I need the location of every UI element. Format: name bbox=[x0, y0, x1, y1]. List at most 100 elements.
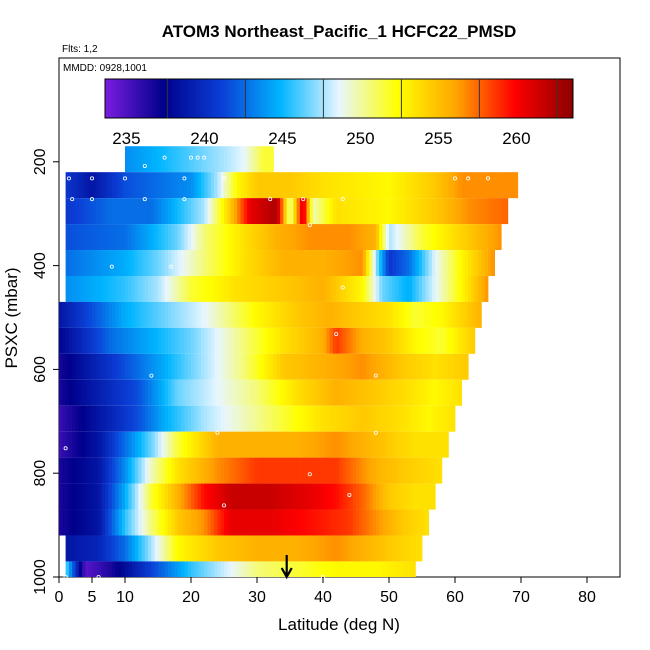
heatmap-cell bbox=[435, 405, 439, 432]
heatmap-cell bbox=[319, 172, 324, 199]
heatmap-cell bbox=[385, 483, 390, 510]
heatmap-cell bbox=[412, 327, 416, 354]
heatmap-cell bbox=[438, 224, 443, 251]
heatmap-cell bbox=[240, 379, 245, 406]
heatmap-cell bbox=[369, 535, 373, 562]
heatmap-cell bbox=[323, 483, 327, 510]
heatmap-cell bbox=[293, 483, 297, 510]
heatmap-cell bbox=[422, 509, 426, 536]
heatmap-cell bbox=[398, 405, 403, 432]
heatmap-cell bbox=[448, 275, 453, 302]
heatmap-cell bbox=[59, 405, 63, 432]
heatmap-cell bbox=[309, 198, 314, 225]
heatmap-cell bbox=[332, 561, 337, 577]
heatmap-cell bbox=[398, 250, 403, 276]
heatmap-cell bbox=[144, 146, 149, 173]
heatmap-cell bbox=[108, 483, 113, 510]
heatmap-row bbox=[59, 457, 443, 484]
heatmap-cell bbox=[210, 275, 215, 302]
heatmap-cell bbox=[349, 535, 354, 562]
heatmap-row bbox=[65, 535, 423, 562]
heatmap-cell bbox=[237, 198, 241, 225]
heatmap-cell bbox=[309, 457, 314, 484]
heatmap-cell bbox=[464, 172, 469, 199]
heatmap-cell bbox=[422, 353, 426, 380]
heatmap-cell bbox=[210, 561, 215, 577]
heatmap-cell bbox=[309, 431, 314, 458]
heatmap-cell bbox=[220, 275, 225, 302]
heatmap-cell bbox=[263, 535, 268, 562]
heatmap-cell bbox=[204, 224, 208, 251]
heatmap-cell bbox=[68, 535, 73, 562]
heatmap-cell bbox=[171, 457, 175, 484]
heatmap-cell bbox=[237, 457, 241, 484]
heatmap-cell bbox=[379, 353, 383, 380]
heatmap-cell bbox=[105, 483, 109, 510]
heatmap-cell bbox=[359, 198, 363, 225]
heatmap-cell bbox=[98, 301, 103, 328]
heatmap-cell bbox=[98, 561, 103, 577]
heatmap-cell bbox=[392, 405, 396, 432]
heatmap-cell bbox=[286, 535, 291, 562]
heatmap-cell bbox=[448, 198, 453, 225]
heatmap-cell bbox=[243, 561, 248, 577]
heatmap-cell bbox=[342, 250, 347, 276]
heatmap-cell bbox=[82, 535, 86, 562]
heatmap-cell bbox=[144, 379, 149, 406]
heatmap-cell bbox=[167, 353, 172, 380]
heatmap-cell bbox=[217, 483, 222, 510]
heatmap-cell bbox=[326, 561, 330, 577]
heatmap-cell bbox=[326, 250, 330, 276]
heatmap-cell bbox=[306, 198, 311, 225]
heatmap-cell bbox=[260, 379, 264, 406]
heatmap-cell bbox=[382, 327, 387, 354]
heatmap-cell bbox=[207, 405, 212, 432]
heatmap-cell bbox=[405, 535, 410, 562]
heatmap-cell bbox=[283, 483, 288, 510]
heatmap-cell bbox=[121, 224, 126, 251]
heatmap-cell bbox=[144, 172, 149, 199]
heatmap-cell bbox=[125, 172, 129, 199]
heatmap-cell bbox=[247, 483, 251, 510]
heatmap-cell bbox=[412, 561, 416, 577]
heatmap-cell bbox=[164, 457, 169, 484]
heatmap-cell bbox=[299, 250, 304, 276]
heatmap-cell bbox=[177, 275, 182, 302]
heatmap-cell bbox=[431, 250, 436, 276]
heatmap-cell bbox=[283, 405, 288, 432]
heatmap-cell bbox=[138, 224, 142, 251]
y-tick-label: 600 bbox=[32, 356, 49, 383]
heatmap-cell bbox=[230, 509, 235, 536]
heatmap-cell bbox=[62, 353, 66, 380]
heatmap-cell bbox=[111, 353, 116, 380]
heatmap-cell bbox=[352, 431, 357, 458]
heatmap-cell bbox=[95, 535, 99, 562]
heatmap-cell bbox=[329, 561, 334, 577]
heatmap-cell bbox=[148, 405, 152, 432]
heatmap-cell bbox=[158, 275, 162, 302]
heatmap-cell bbox=[78, 379, 83, 406]
heatmap-cell bbox=[253, 172, 258, 199]
heatmap-cell bbox=[138, 275, 142, 302]
flights-annotation: Flts: 1,2 bbox=[62, 44, 98, 55]
heatmap-cell bbox=[276, 275, 281, 302]
heatmap-cell bbox=[313, 275, 317, 302]
heatmap-cell bbox=[451, 301, 456, 328]
heatmap-cell bbox=[290, 198, 294, 225]
heatmap-cell bbox=[323, 198, 327, 225]
heatmap-cell bbox=[342, 353, 347, 380]
heatmap-cell bbox=[349, 172, 354, 199]
heatmap-cell bbox=[478, 224, 482, 251]
heatmap-cell bbox=[217, 379, 222, 406]
heatmap-cell bbox=[224, 198, 228, 225]
heatmap-cell bbox=[62, 509, 66, 536]
heatmap-cell bbox=[319, 353, 324, 380]
heatmap-cell bbox=[220, 483, 225, 510]
sample-point bbox=[162, 155, 167, 160]
heatmap-cell bbox=[323, 327, 327, 354]
heatmap-cell bbox=[194, 327, 198, 354]
heatmap-cell bbox=[194, 405, 198, 432]
heatmap-cell bbox=[250, 457, 255, 484]
heatmap-cell bbox=[161, 275, 165, 302]
heatmap-cell bbox=[78, 431, 83, 458]
